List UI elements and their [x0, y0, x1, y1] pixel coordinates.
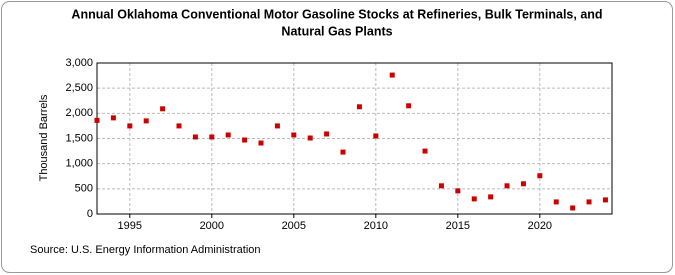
point: [192, 134, 198, 140]
point: [438, 183, 444, 189]
x-tick-label: 2020: [528, 220, 552, 232]
x-tick-label: 2010: [364, 220, 388, 232]
point: [176, 123, 182, 129]
point: [242, 137, 248, 143]
point: [160, 106, 166, 112]
point: [340, 149, 346, 155]
point: [291, 132, 297, 138]
chart-title: Natural Gas Plants: [281, 24, 392, 38]
point: [553, 199, 559, 205]
source-note: Source: U.S. Energy Information Administ…: [30, 244, 261, 256]
y-tick-label: 1,500: [65, 132, 93, 144]
point: [504, 183, 510, 189]
y-axis-label: Thousand Barrels: [38, 94, 50, 181]
point: [324, 131, 330, 137]
point: [570, 205, 576, 211]
point: [537, 173, 543, 179]
point: [586, 199, 592, 205]
point: [274, 123, 280, 129]
point: [422, 148, 428, 154]
point: [209, 134, 215, 140]
point: [520, 181, 526, 187]
y-tick-label: 2,500: [65, 82, 93, 94]
x-tick-label: 2000: [200, 220, 224, 232]
point: [225, 132, 231, 138]
point: [94, 117, 100, 123]
point: [356, 104, 362, 110]
y-tick-label: 3,000: [65, 57, 93, 69]
point: [373, 133, 379, 139]
point: [488, 194, 494, 200]
x-tick-label: 1995: [118, 220, 142, 232]
point: [471, 196, 477, 202]
x-tick-label: 2005: [282, 220, 306, 232]
chart-title: Annual Oklahoma Conventional Motor Gasol…: [71, 7, 602, 21]
plot-border: [96, 62, 613, 215]
point: [143, 118, 149, 124]
x-tick-label: 2015: [446, 220, 470, 232]
y-tick-label: 500: [75, 183, 93, 195]
point: [110, 115, 116, 121]
point: [127, 123, 133, 129]
y-tick-label: 0: [87, 208, 93, 220]
point: [389, 72, 395, 78]
y-tick-label: 1,000: [65, 158, 93, 170]
point: [455, 188, 461, 194]
point: [406, 103, 412, 109]
point: [602, 197, 608, 203]
point: [258, 140, 264, 146]
y-tick-label: 2,000: [65, 107, 93, 119]
point: [307, 135, 313, 141]
